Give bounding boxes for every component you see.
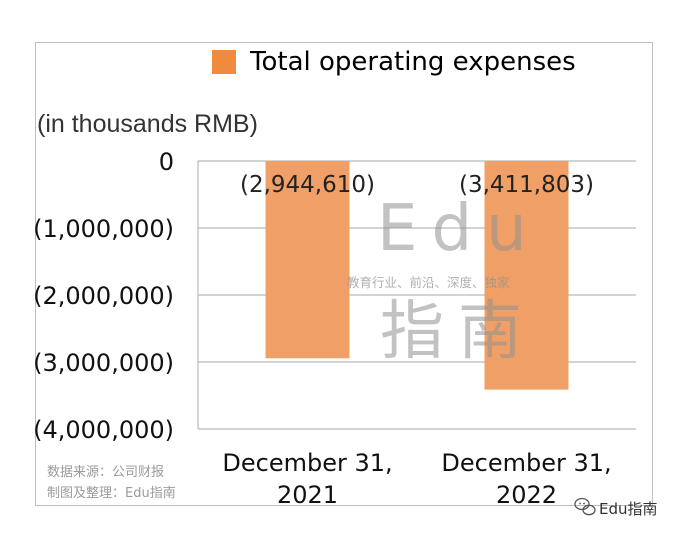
legend-swatch [212, 50, 236, 74]
y-tick-label: (2,000,000) [33, 282, 174, 310]
x-category-label: 2021 [277, 481, 338, 509]
x-axis-labels: December 31, 2021 December 31, 2022 [222, 449, 611, 509]
bar [265, 161, 350, 359]
source-line-2: 制图及整理：Edu指南 [47, 485, 176, 501]
source-line-1: 数据来源：公司财报 [47, 465, 164, 480]
watermark-main: Edu [377, 192, 541, 266]
chart-frame [35, 42, 653, 506]
x-category-label: December 31, [222, 449, 392, 477]
wechat-icon [574, 497, 596, 516]
watermark-tagline: 教育行业、前沿、深度、独家 [347, 275, 510, 290]
bars [265, 161, 569, 390]
legend-label: Total operating expenses [249, 47, 576, 77]
y-tick-label: (4,000,000) [33, 416, 174, 444]
brand: Edu指南 [574, 497, 658, 518]
unit-label: (in thousands RMB) [37, 110, 258, 138]
y-tick-label: 0 [159, 148, 174, 176]
x-category-label: 2022 [496, 481, 557, 509]
watermark: Edu 教育行业、前沿、深度、独家 指南 [347, 192, 541, 369]
y-tick-label: (1,000,000) [33, 215, 174, 243]
y-axis-ticks: 0 (1,000,000) (2,000,000) (3,000,000) (4,000… [33, 148, 174, 444]
bar [484, 161, 569, 390]
x-category-label: December 31, [441, 449, 611, 477]
y-tick-label: (3,000,000) [33, 349, 174, 377]
watermark-cn: 指南 [380, 295, 536, 369]
data-labels: (2,944,610) (3,411,803) [240, 172, 594, 198]
bar-data-label: (2,944,610) [240, 172, 375, 198]
brand-name: Edu指南 [599, 500, 658, 518]
bar-data-label: (3,411,803) [459, 172, 594, 198]
